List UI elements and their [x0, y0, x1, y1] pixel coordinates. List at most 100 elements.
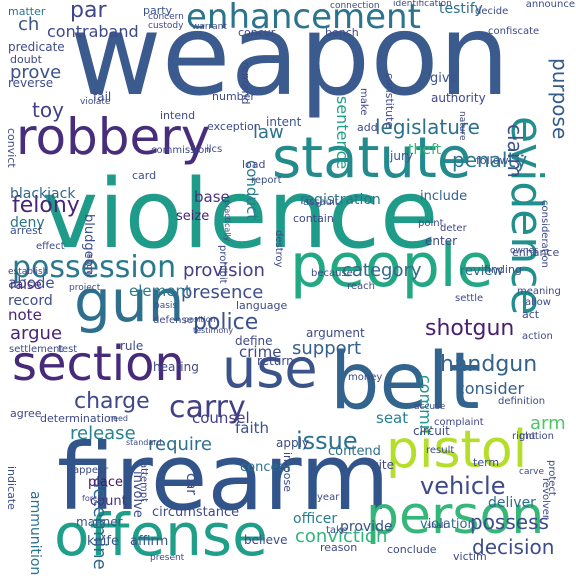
word-term: term — [473, 456, 500, 469]
word-record: record — [8, 293, 53, 309]
word-testimony: testimony — [193, 326, 234, 335]
word-release: release — [70, 423, 136, 444]
word-use: use — [222, 337, 318, 400]
word-complaint: complaint — [434, 417, 484, 428]
word-penalty: penalty — [452, 148, 528, 172]
word-attempt: attempt — [138, 462, 149, 503]
word-number: number — [212, 90, 255, 103]
word-section: section — [12, 336, 185, 392]
word-ilcs: ilcs — [206, 144, 223, 155]
word-prohibit: prohibit — [217, 245, 228, 284]
word-determination: determination — [40, 412, 118, 425]
word-possession: possession — [12, 250, 177, 285]
word-decide: decide — [475, 6, 509, 17]
word-legislature: legislature — [375, 115, 480, 139]
word-believe: believe — [244, 533, 288, 547]
word-identification: identification — [393, 0, 452, 9]
word-raise: raise — [10, 278, 42, 293]
word-concern: concern — [148, 12, 184, 22]
word-force: force — [82, 494, 103, 503]
word-enter: enter — [425, 234, 458, 248]
word-arrest: arrest — [10, 224, 43, 237]
word-felony: felony — [12, 193, 80, 218]
word-add: add — [357, 121, 378, 134]
word-position: position — [184, 315, 216, 324]
word-officer: officer — [293, 511, 338, 527]
word-carry: carry — [169, 390, 246, 425]
word-conviction: conviction — [295, 526, 388, 547]
word-constitute: constitute — [383, 73, 396, 129]
word-practically: practically — [223, 200, 232, 242]
word-base: base — [194, 188, 230, 206]
word-money: money — [348, 372, 383, 383]
word-charge: charge — [74, 389, 150, 414]
word-project: project — [69, 283, 101, 293]
word-provision: provision — [183, 260, 265, 281]
word-contain: contain — [293, 212, 334, 225]
word-confiscate: confiscate — [488, 26, 540, 37]
word-definition: definition — [498, 396, 546, 407]
word-indicate: indicate — [5, 466, 18, 510]
word-note: note — [8, 306, 42, 324]
word-year: year — [317, 492, 340, 503]
word-violation: violation — [420, 517, 476, 532]
word-registration: registration — [300, 192, 381, 208]
word-rule: rule — [120, 339, 144, 353]
word-require: require — [148, 434, 212, 455]
word-robbery: robbery — [16, 108, 211, 166]
word-review: review — [460, 264, 503, 279]
word-deny: deny — [10, 215, 45, 231]
word-category: category — [342, 260, 422, 281]
word-cite: cite — [372, 458, 395, 472]
word-weapon: weapon — [70, 0, 510, 121]
word-argue: argue — [10, 323, 63, 344]
word-convict: convict — [5, 128, 18, 168]
word-take: take — [326, 525, 348, 536]
word-possess: possess — [470, 510, 549, 534]
word-deliver: deliver — [488, 495, 536, 511]
word-person: person — [366, 486, 545, 546]
word-crime: crime — [239, 343, 282, 361]
word-decision: decision — [472, 535, 555, 559]
word-destroy: destroy — [273, 230, 284, 268]
word-predicate: predicate — [8, 40, 65, 54]
word-assault: assault — [303, 197, 339, 208]
word-nature: nature — [457, 111, 467, 141]
word-conclude: conclude — [387, 543, 437, 556]
word-finding: finding — [484, 263, 522, 276]
word-motion: motion — [519, 431, 555, 442]
word-allow: allow — [525, 297, 551, 308]
word-act: act — [522, 308, 540, 321]
word-settlement: settlement — [9, 344, 64, 355]
word-settle: settle — [455, 293, 484, 304]
word-police: police — [193, 310, 259, 335]
word-consider: consider — [456, 379, 525, 398]
word-provide: provide — [340, 519, 393, 535]
word-statute: statute — [272, 126, 472, 191]
word-impose: impose — [281, 452, 294, 492]
word-report: report — [251, 175, 282, 186]
word-accuse: accuse — [414, 402, 446, 412]
word-custody: custody — [148, 21, 184, 31]
word-argument: argument — [306, 326, 365, 340]
word-testify: testify — [439, 1, 483, 17]
word-car: car — [183, 473, 199, 496]
word-seat: seat — [376, 409, 409, 427]
word-consideration: consideration — [539, 200, 550, 268]
word-handgun: handgun — [440, 352, 538, 377]
word-follow: follow — [476, 154, 509, 167]
word-present: present — [150, 553, 185, 563]
word-test: test — [58, 344, 78, 355]
word-purpose: purpose — [548, 58, 572, 140]
word-par: par — [70, 0, 107, 23]
word-shotgun: shotgun — [425, 316, 515, 341]
word-violence: violence — [42, 160, 439, 270]
word-result: result — [426, 445, 455, 456]
word-warrant: warrant — [192, 22, 227, 32]
word-shall: shall — [427, 521, 446, 530]
word-meaning: meaning — [517, 286, 561, 297]
word-law: law — [253, 122, 284, 143]
word-victim: victim — [453, 550, 487, 563]
word-reverse: reverse — [8, 76, 54, 90]
